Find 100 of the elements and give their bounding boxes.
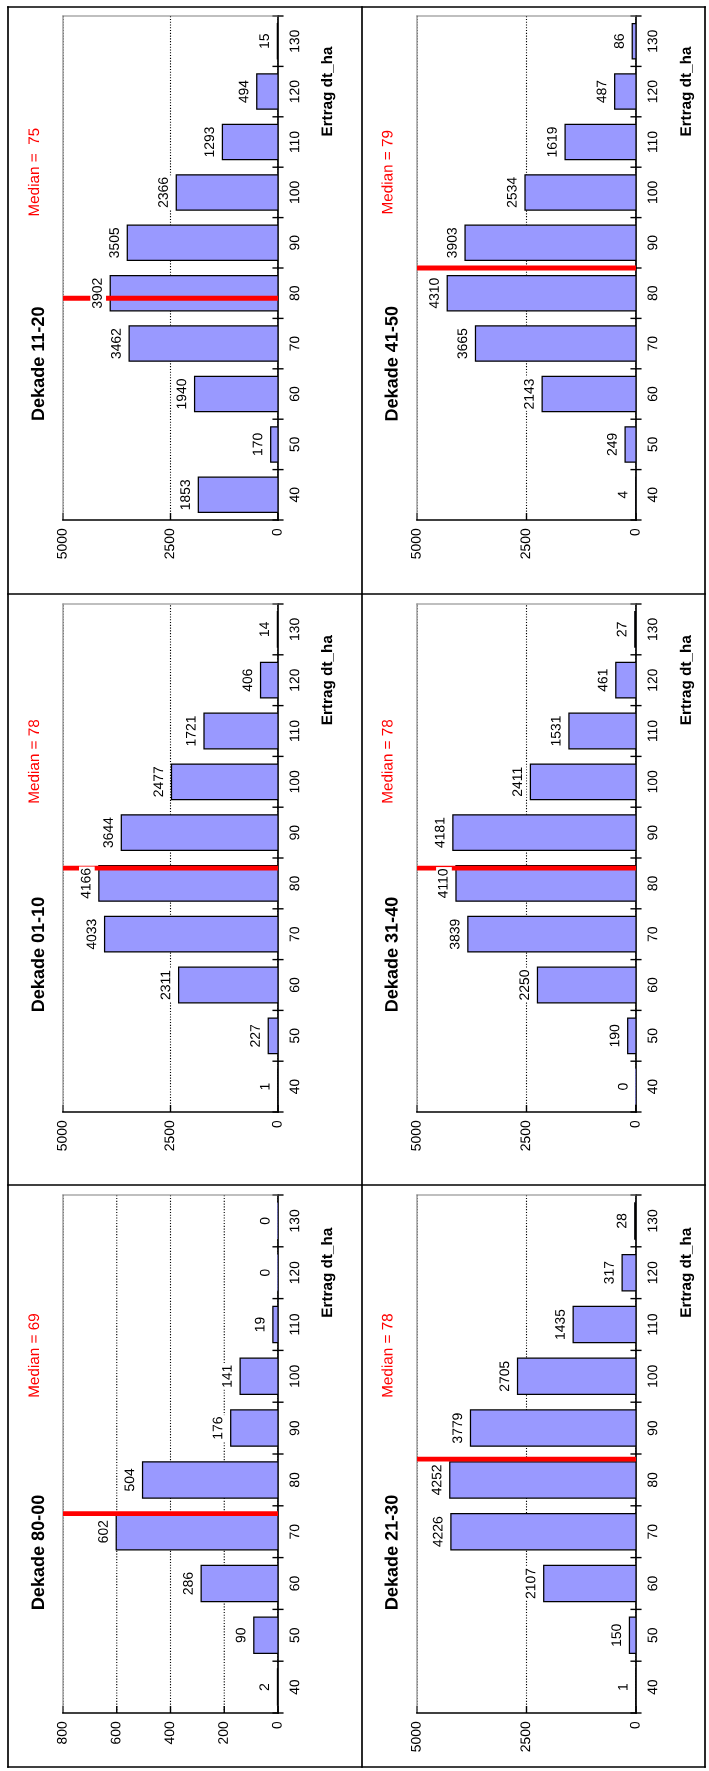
x-tick-label: 0 xyxy=(271,1721,282,1729)
y-tick-label: 70 xyxy=(289,336,300,351)
y-tick-label: 50 xyxy=(289,437,300,452)
y-axis-title: Ertrag dt_ha xyxy=(679,46,695,136)
x-tick-label: 5000 xyxy=(410,1120,421,1151)
data-label: 1 xyxy=(617,1683,628,1690)
y-tick-label: 60 xyxy=(289,386,300,402)
x-tick-label: 0 xyxy=(629,1721,640,1729)
data-label: 504 xyxy=(124,1468,135,1491)
data-label: 3505 xyxy=(109,227,119,258)
data-label: 494 xyxy=(238,80,249,103)
data-label: 1721 xyxy=(185,716,196,746)
data-label: 2411 xyxy=(512,767,522,797)
y-tick-label: 60 xyxy=(647,386,658,402)
data-label: 15 xyxy=(259,34,270,48)
text: Dekade 01-10 xyxy=(30,897,45,1012)
data-label: 4310 xyxy=(429,278,439,309)
data-label: 176 xyxy=(212,1417,223,1439)
y-tick-label: 50 xyxy=(289,1628,300,1643)
data-label: 4033 xyxy=(86,919,97,950)
y-tick-label: 110 xyxy=(289,131,300,153)
data-label: 170 xyxy=(252,433,263,455)
x-tick-label: 2500 xyxy=(520,1721,531,1752)
data-label: 317 xyxy=(603,1261,614,1284)
y-tick-label: 80 xyxy=(647,1472,658,1488)
y-tick-label: 110 xyxy=(647,131,658,153)
x-tick-label: 5000 xyxy=(410,1721,421,1752)
data-label: 1435 xyxy=(555,1309,565,1339)
data-label: 3839 xyxy=(449,919,460,950)
y-tick-label: 90 xyxy=(647,825,658,840)
text: Dekade 11-20 xyxy=(30,307,45,420)
y-tick-label: 90 xyxy=(289,235,300,250)
data-label: 3462 xyxy=(111,328,121,359)
data-label: 0 xyxy=(259,1217,270,1225)
y-tick-label: 80 xyxy=(647,286,658,301)
y-tick-label: 100 xyxy=(647,181,658,203)
data-label: 2250 xyxy=(519,970,530,1000)
data-label: 19 xyxy=(254,1317,265,1332)
x-tick-label: 2500 xyxy=(520,1120,531,1151)
y-axis-title: Ertrag dt_ha xyxy=(679,1227,695,1317)
y-tick-label: 60 xyxy=(289,977,300,993)
y-tick-label: 130 xyxy=(647,1209,658,1232)
y-tick-label: 70 xyxy=(647,1524,658,1539)
y-tick-label: 120 xyxy=(647,669,658,691)
data-label: 2534 xyxy=(506,177,517,208)
y-axis-title: Ertrag dt_ha xyxy=(321,1227,336,1317)
text: Median = 69 xyxy=(27,1314,40,1397)
data-label: 406 xyxy=(242,669,253,692)
y-tick-label: 100 xyxy=(289,1365,300,1387)
data-label: 2 xyxy=(259,1683,270,1691)
data-label: 4110 xyxy=(437,869,448,899)
y-axis-title: Ertrag dt_ha xyxy=(679,635,695,725)
data-label: 2477 xyxy=(153,767,164,797)
data-label: 28 xyxy=(616,1213,627,1228)
y-tick-label: 90 xyxy=(289,1420,300,1436)
y-tick-label: 80 xyxy=(289,286,300,301)
y-tick-label: 50 xyxy=(289,1028,300,1043)
data-label: 90 xyxy=(235,1628,246,1643)
x-tick-label: 0 xyxy=(271,1120,282,1128)
data-label: 2143 xyxy=(524,379,534,409)
y-tick-label: 40 xyxy=(647,1079,658,1094)
y-tick-label: 70 xyxy=(647,336,658,351)
data-label: 4252 xyxy=(431,1465,442,1496)
text: Median = 79 xyxy=(381,130,393,214)
y-tick-label: 60 xyxy=(647,977,658,993)
y-axis-title: Ertrag dt_ha xyxy=(321,635,336,725)
text: Median = 78 xyxy=(381,719,393,803)
y-tick-label: 110 xyxy=(647,1313,658,1335)
data-label: 27 xyxy=(616,622,627,637)
x-tick-label: 5000 xyxy=(410,528,421,559)
data-label: 3665 xyxy=(457,328,468,359)
x-tick-label: 5000 xyxy=(56,528,67,559)
y-tick-label: 120 xyxy=(289,80,300,103)
x-tick-label: 5000 xyxy=(56,1120,67,1151)
y-tick-label: 60 xyxy=(647,1576,658,1591)
y-tick-label: 70 xyxy=(289,927,300,942)
y-tick-label: 50 xyxy=(647,1628,658,1643)
data-label: 1619 xyxy=(546,127,557,157)
x-tick-label: 2500 xyxy=(520,528,531,559)
x-tick-label: 0 xyxy=(271,528,282,536)
data-label: 3903 xyxy=(446,227,457,258)
text: Median = 78 xyxy=(27,719,40,803)
data-label: 4181 xyxy=(434,817,445,848)
y-tick-label: 110 xyxy=(289,1313,300,1335)
y-tick-label: 80 xyxy=(289,876,300,891)
y-tick-label: 100 xyxy=(647,770,658,793)
y-tick-label: 40 xyxy=(289,1679,300,1695)
y-tick-label: 40 xyxy=(647,487,658,503)
y-tick-label: 130 xyxy=(289,618,300,640)
x-tick-label: 0 xyxy=(629,1120,640,1128)
data-label: 487 xyxy=(596,80,607,103)
y-tick-label: 40 xyxy=(289,1079,300,1094)
y-tick-label: 70 xyxy=(289,1524,300,1539)
data-label: 150 xyxy=(611,1624,622,1646)
y-tick-label: 50 xyxy=(647,437,658,452)
y-tick-label: 90 xyxy=(647,1420,658,1436)
data-label: 286 xyxy=(183,1572,193,1595)
data-label: 0 xyxy=(617,1083,628,1090)
data-label: 86 xyxy=(614,34,624,49)
y-tick-label: 130 xyxy=(647,30,658,52)
